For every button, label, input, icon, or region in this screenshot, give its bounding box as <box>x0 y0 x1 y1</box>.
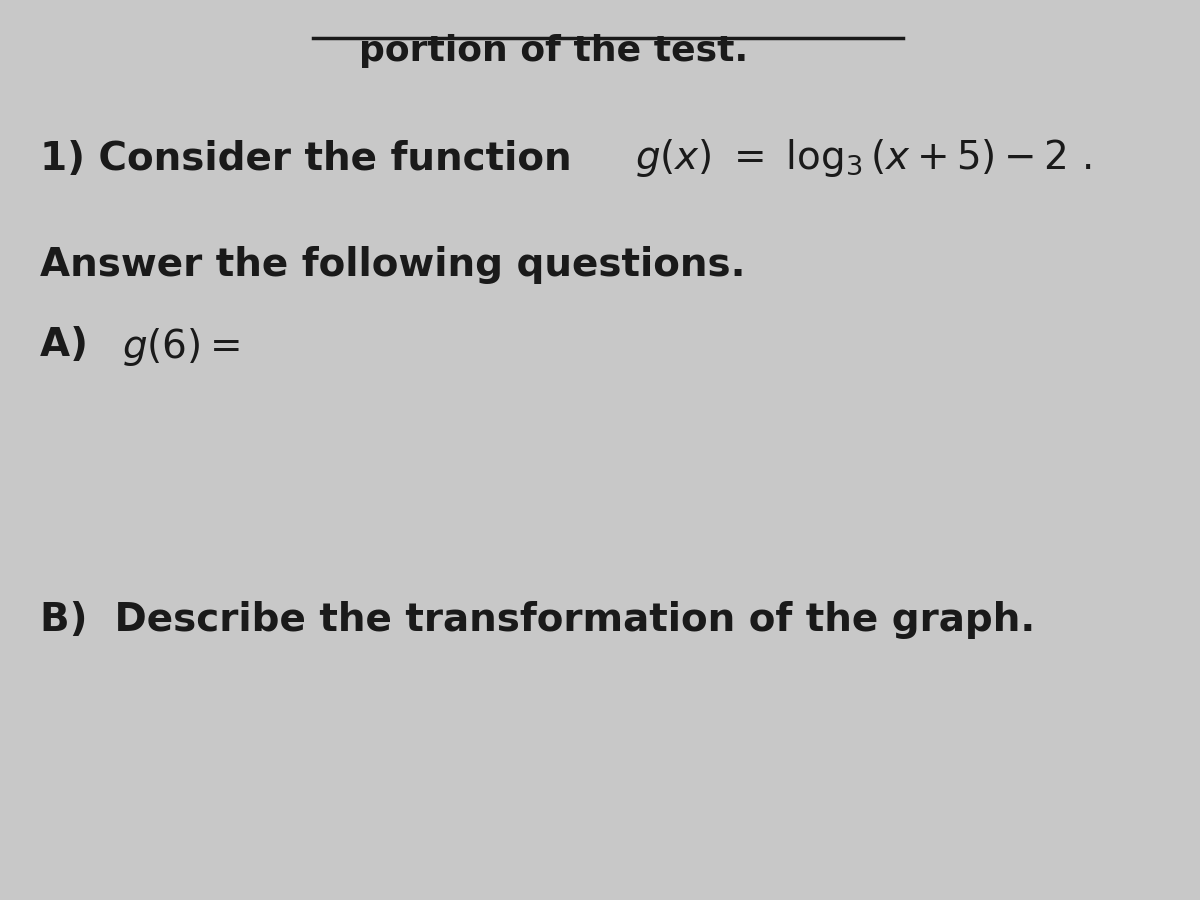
Text: B)  Describe the transformation of the graph.: B) Describe the transformation of the gr… <box>40 600 1034 639</box>
Text: portion of the test.: portion of the test. <box>359 33 748 68</box>
Text: A): A) <box>40 326 115 364</box>
Text: 1) Consider the function: 1) Consider the function <box>40 140 584 178</box>
Text: $g(x) \ = \ \log_3(x + 5) - 2 \ .$: $g(x) \ = \ \log_3(x + 5) - 2 \ .$ <box>635 137 1092 179</box>
Text: Answer the following questions.: Answer the following questions. <box>40 247 745 284</box>
Text: $g(6) =$: $g(6) =$ <box>121 326 240 368</box>
